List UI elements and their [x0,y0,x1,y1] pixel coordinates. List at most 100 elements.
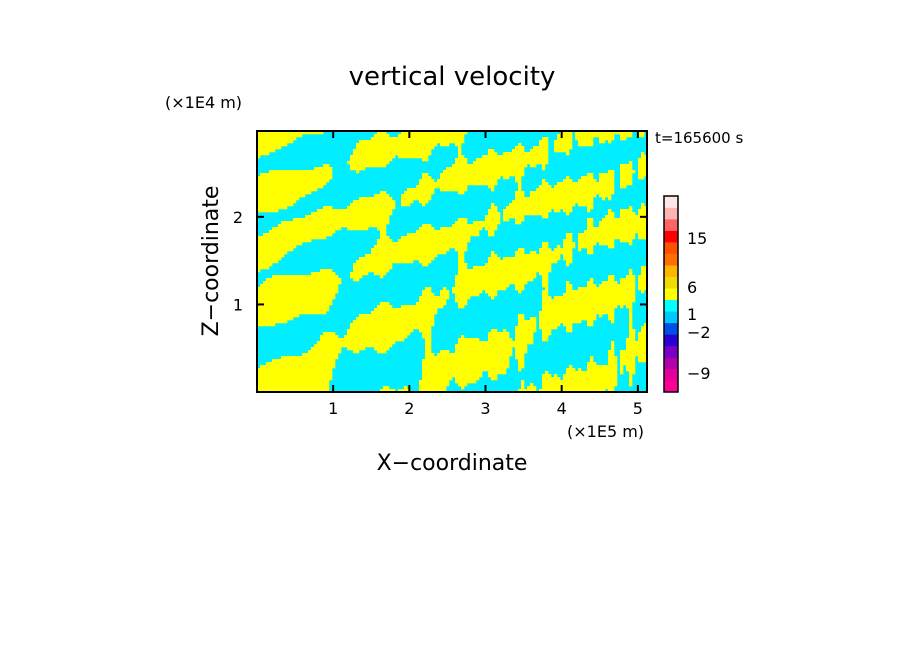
colorbar-swatch [664,288,678,301]
positive-velocity-cell [455,221,468,225]
positive-velocity-cell [377,239,393,243]
positive-velocity-cell [257,134,303,138]
colorbar-swatch [664,207,678,220]
positive-velocity-cell [563,239,573,243]
positive-velocity-cell [626,344,647,348]
positive-velocity-cell [566,263,570,267]
positive-velocity-cell [545,287,549,291]
positive-velocity-cell [422,335,432,339]
positive-velocity-cell [485,263,552,267]
positive-velocity-cell [458,254,465,258]
positive-velocity-cell [542,275,549,279]
positive-velocity-cell [257,302,333,306]
positive-velocity-cell [554,374,558,378]
positive-velocity-cell [491,206,498,210]
positive-velocity-cell [515,191,525,195]
positive-velocity-cell [314,167,333,171]
positive-velocity-cell [611,341,615,345]
positive-velocity-cell [539,272,549,276]
positive-velocity-cell [638,158,647,162]
positive-velocity-cell [488,257,501,261]
positive-velocity-cell [440,143,450,147]
positive-velocity-cell [401,194,432,198]
positive-velocity-cell [374,245,468,249]
positive-velocity-cell [353,266,393,270]
positive-velocity-cell [611,347,615,351]
positive-velocity-cell [488,374,498,378]
positive-velocity-cell [257,155,261,159]
positive-velocity-cell [350,326,432,330]
positive-velocity-cell [539,326,558,330]
positive-velocity-cell [422,293,435,297]
positive-velocity-cell [560,131,573,135]
positive-velocity-cell [257,266,270,270]
positive-velocity-cell [353,200,396,204]
positive-velocity-cell [257,260,279,264]
positive-velocity-cell [602,197,606,201]
positive-velocity-cell [620,278,636,282]
positive-velocity-cell [374,272,387,276]
positive-velocity-cell [257,377,333,381]
positive-velocity-cell [257,290,339,294]
positive-velocity-cell [320,335,339,339]
positive-velocity-cell [515,284,525,288]
positive-velocity-cell [620,215,647,219]
positive-velocity-cell [356,317,435,321]
positive-velocity-cell [578,245,594,249]
positive-velocity-cell [260,365,336,369]
positive-velocity-cell [488,335,510,339]
positive-velocity-cell [458,146,462,150]
positive-velocity-cell [629,371,636,375]
positive-velocity-cell [602,218,647,222]
positive-velocity-cell [620,167,633,171]
positive-velocity-cell [365,254,438,258]
positive-velocity-cell [539,320,582,324]
positive-velocity-cell [539,143,549,147]
positive-velocity-cell [638,161,647,165]
positive-velocity-cell [350,167,366,171]
positive-velocity-cell [554,143,573,147]
colorbar-swatch [664,196,678,208]
positive-velocity-cell [620,179,633,183]
positive-velocity-cell [515,350,528,354]
positive-velocity-cell [542,164,546,168]
positive-velocity-cell [566,329,573,333]
positive-velocity-cell [515,353,525,357]
colorbar-swatch [664,276,678,289]
positive-velocity-cell [461,335,465,339]
positive-velocity-cell [566,212,570,216]
positive-velocity-cell [590,356,594,360]
positive-velocity-cell [257,245,297,249]
positive-velocity-cell [383,386,390,390]
positive-velocity-cell [398,155,429,159]
positive-velocity-cell [419,260,432,264]
positive-velocity-cell [578,233,636,237]
positive-velocity-cell [455,278,534,282]
positive-velocity-cell [629,374,633,378]
positive-velocity-cell [458,251,465,255]
positive-velocity-cell [539,185,552,189]
positive-velocity-cell [422,224,432,228]
positive-velocity-cell [305,215,390,219]
positive-velocity-cell [347,347,366,351]
positive-velocity-cell [419,383,450,387]
colorbar-tick-label: 1 [687,305,697,324]
positive-velocity-cell [608,317,615,321]
positive-velocity-cell [503,218,510,222]
positive-velocity-cell [542,290,549,294]
positive-velocity-cell [257,203,294,207]
positive-velocity-cell [455,284,510,288]
positive-velocity-cell [512,149,525,153]
positive-velocity-cell [518,188,522,192]
positive-velocity-cell [638,233,647,237]
positive-velocity-cell [311,347,342,351]
positive-velocity-cell [488,212,501,216]
positive-velocity-cell [491,251,495,255]
positive-velocity-cell [542,281,549,285]
positive-velocity-cell [380,191,387,195]
positive-velocity-cell [353,149,432,153]
positive-velocity-cell [518,362,525,366]
positive-velocity-cell [515,347,528,351]
positive-velocity-cell [557,134,573,138]
positive-velocity-cell [629,377,633,381]
